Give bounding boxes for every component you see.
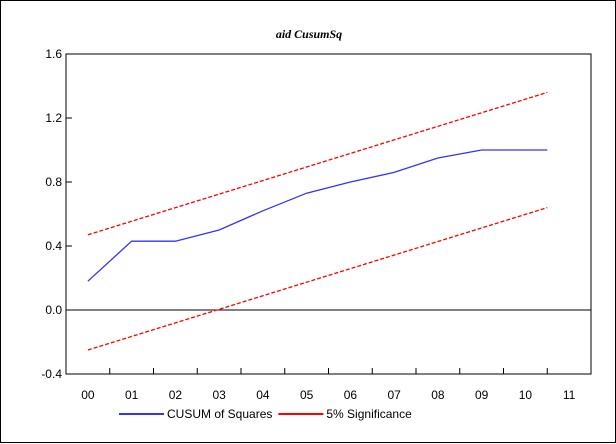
x-tick-label: 07 [387,388,401,402]
x-tick-label: 01 [125,388,139,402]
y-tick-label: 0.0 [45,303,62,317]
x-tick-label: 04 [256,388,270,402]
x-tick-label: 10 [519,388,533,402]
upper-significance-line [87,91,548,236]
legend: CUSUM of Squares 5% Significance [119,407,412,421]
x-tick-label: 06 [344,388,358,402]
axis-layer: 1.6 1.2 0.8 0.4 0.0 -0.4 00 01 02 03 04 05 06 07 08 09 1… [41,47,592,402]
y-tick-label: 0.8 [45,175,62,189]
y-tick-label: 1.2 [45,111,62,125]
legend-cusum-label: CUSUM of Squares [167,407,272,421]
lower-significance-line [87,206,548,351]
legend-significance-label: 5% Significance [326,407,412,421]
y-tick-label: 1.6 [45,47,62,61]
x-tick-label: 02 [169,388,183,402]
y-tick-label: 0.4 [45,239,62,253]
x-tick-label: 09 [475,388,489,402]
plot-area [65,53,592,375]
chart-title: aid CusumSq [276,27,342,41]
x-tick-label: 03 [212,388,226,402]
x-tick-label: 05 [300,388,314,402]
cusum-squares-line [87,149,548,282]
series-layer [87,91,548,351]
x-tick-label: 08 [431,388,445,402]
x-tick-label: 00 [81,388,95,402]
x-tick-label: 11 [563,388,576,402]
y-tick-label: -0.4 [41,367,62,381]
